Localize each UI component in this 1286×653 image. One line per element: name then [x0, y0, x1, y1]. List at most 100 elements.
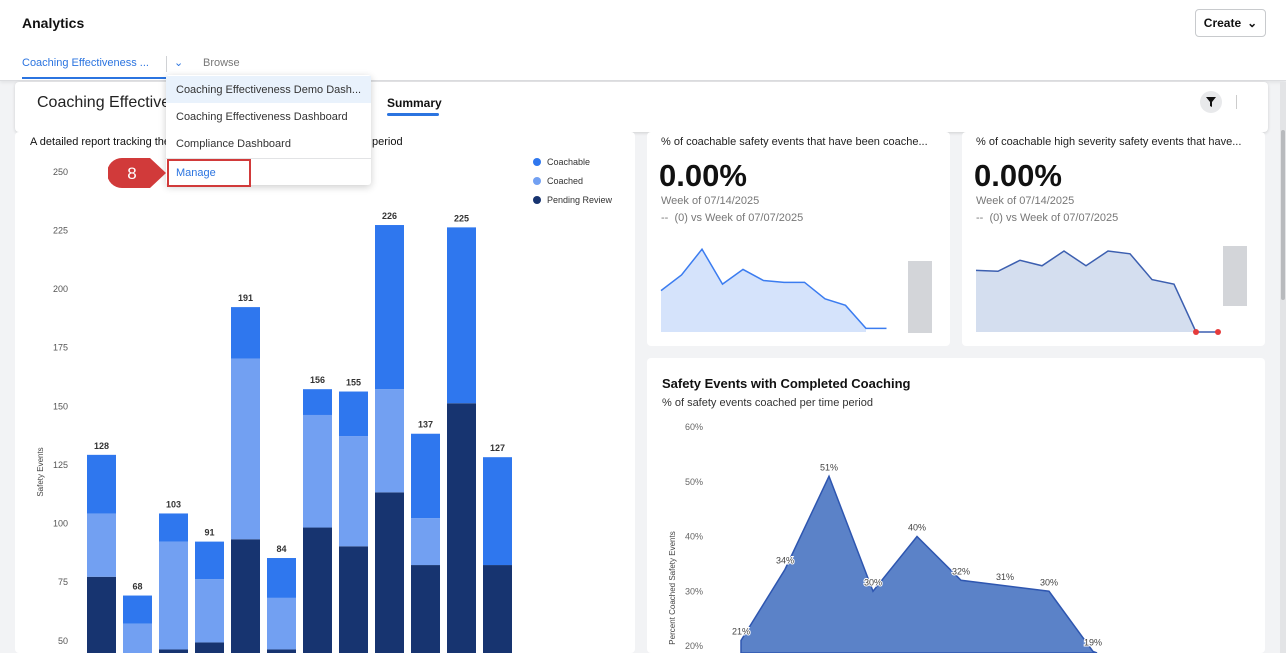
tab-summary[interactable]: Summary	[387, 96, 442, 110]
legend-dot	[533, 196, 541, 204]
area-chart-title: Safety Events with Completed Coaching	[662, 376, 911, 391]
menu-item-coaching-dashboard[interactable]: Coaching Effectiveness Dashboard	[176, 111, 348, 123]
callout-shape	[108, 158, 166, 188]
kpi-week: Week of 07/14/2025	[976, 195, 1075, 207]
forecast-bar	[908, 261, 932, 333]
bar-total-label: 91	[204, 528, 214, 538]
sparkline	[975, 246, 1247, 335]
kpi-compare: -- (0) vs Week of 07/07/2025	[661, 212, 804, 224]
scrollbar[interactable]	[1280, 82, 1286, 653]
kpi-card: % of coachable high severity safety even…	[962, 132, 1265, 346]
filter-button[interactable]	[1200, 91, 1222, 113]
alert-point	[1215, 329, 1221, 335]
bar-total-label: 84	[276, 544, 286, 554]
y-tick-label: 50%	[685, 477, 703, 487]
bar-segment-coachable	[447, 227, 476, 404]
create-label: Create	[1203, 16, 1242, 30]
stacked-bar-chart: 50 75 100 125 150 175 200 225 250 Safety Events 12…	[36, 167, 512, 653]
bar-total-label: 103	[166, 499, 181, 509]
bar-segment-coachable	[483, 457, 512, 566]
menu-item-compliance-dashboard[interactable]: Compliance Dashboard	[176, 138, 291, 150]
tab-coaching-effectiveness[interactable]: Coaching Effectiveness ...	[22, 57, 149, 69]
chart-description: A detailed report tracking the	[30, 136, 171, 148]
active-tab-underline	[22, 77, 166, 79]
bar-segment-pending-review	[411, 565, 440, 653]
alert-point	[1193, 329, 1199, 335]
summary-underline	[387, 113, 439, 116]
menu-item-demo-dashboard[interactable]: Coaching Effectiveness Demo Dash...	[166, 76, 371, 103]
create-button[interactable]: Create ⌄	[1195, 9, 1266, 37]
kpi-value: 0.00%	[974, 158, 1062, 193]
bar-segment-coachable	[267, 558, 296, 598]
chevron-down-icon[interactable]: ⌄	[174, 57, 184, 69]
step-callout: 8	[108, 158, 166, 188]
menu-item-manage[interactable]: Manage	[176, 167, 216, 179]
sparkline-area	[976, 251, 1196, 332]
y-tick-label: 75	[58, 577, 68, 587]
bar-segment-coachable	[195, 541, 224, 580]
legend-dot	[533, 158, 541, 166]
bar-segment-coached	[375, 389, 404, 493]
bar-segment-pending-review	[303, 527, 332, 653]
kpi-week: Week of 07/14/2025	[661, 195, 760, 207]
bar-segment-coachable	[123, 595, 152, 624]
bar-segment-coachable	[375, 225, 404, 390]
bar-segment-coached	[231, 358, 260, 540]
bar-segment-pending-review	[267, 649, 296, 653]
y-tick-label: 175	[53, 343, 68, 353]
data-label: 31%	[996, 572, 1014, 582]
divider	[1236, 95, 1237, 109]
legend-label: Pending Review	[547, 195, 613, 205]
app-title: Analytics	[22, 15, 85, 31]
data-label: 34%	[776, 555, 794, 565]
tab-browse[interactable]: Browse	[203, 57, 240, 69]
bar-segment-coached	[267, 597, 296, 650]
highlight-box	[167, 159, 251, 187]
scrollbar-thumb[interactable]	[1281, 130, 1285, 300]
bar-total-label: 156	[310, 375, 325, 385]
bar-segment-pending-review	[231, 539, 260, 653]
divider	[166, 56, 167, 72]
bar-segment-coached	[339, 436, 368, 547]
bar-segment-coachable	[303, 389, 332, 415]
area-chart: 20% 30% 40% 50% 60% Percent Coached Safety Ev…	[668, 422, 1103, 653]
bar-segment-coachable	[411, 433, 440, 519]
area-series	[740, 474, 1098, 653]
bar-total-label: 137	[418, 420, 433, 430]
legend-coachable: Coachable	[533, 157, 612, 167]
bar-segment-coached	[87, 513, 116, 577]
legend-coached: Coached	[533, 176, 612, 186]
legend-label: Coachable	[547, 157, 591, 167]
sparkline-line	[660, 247, 887, 330]
kpi-value: 0.00%	[659, 158, 747, 193]
kpi-compare: -- (0) vs Week of 07/07/2025	[976, 212, 1119, 224]
bar-total-label: 68	[132, 582, 142, 592]
y-tick-label: 250	[53, 167, 68, 177]
bar-total-label: 226	[382, 211, 397, 221]
y-tick-label: 50	[58, 636, 68, 646]
bar-segment-coachable	[87, 454, 116, 514]
chevron-down-icon: ⌄	[1247, 16, 1258, 30]
bar-total-label: 127	[490, 443, 505, 453]
sparkline	[660, 247, 932, 333]
menu-divider	[166, 158, 371, 159]
y-tick-label: 30%	[685, 586, 703, 596]
sparkline-area	[661, 249, 866, 332]
area-chart-subtitle: % of safety events coached per time peri…	[662, 397, 873, 409]
dashboard-dropdown-menu: Coaching Effectiveness Demo Dash... Coac…	[166, 75, 371, 185]
y-tick-label: 60%	[685, 422, 703, 432]
bar-segment-pending-review	[375, 492, 404, 653]
y-tick-label: 100	[53, 519, 68, 529]
legend: Coachable Coached Pending Review	[533, 157, 612, 205]
y-tick-label: 225	[53, 225, 68, 235]
y-axis-label: Safety Events	[36, 447, 45, 496]
legend-pending: Pending Review	[533, 195, 612, 205]
bar-total-label: 191	[238, 293, 253, 303]
area-chart-card: Safety Events with Completed Coaching % …	[647, 358, 1265, 653]
y-tick-label: 150	[53, 401, 68, 411]
bar-segment-coached	[411, 518, 440, 566]
top-bar: Analytics Create ⌄ Coaching Effectiveness…	[0, 0, 1286, 81]
bar-total-label: 128	[94, 441, 109, 451]
bar-total-label: 155	[346, 378, 361, 388]
data-label: 30%	[1040, 577, 1058, 587]
